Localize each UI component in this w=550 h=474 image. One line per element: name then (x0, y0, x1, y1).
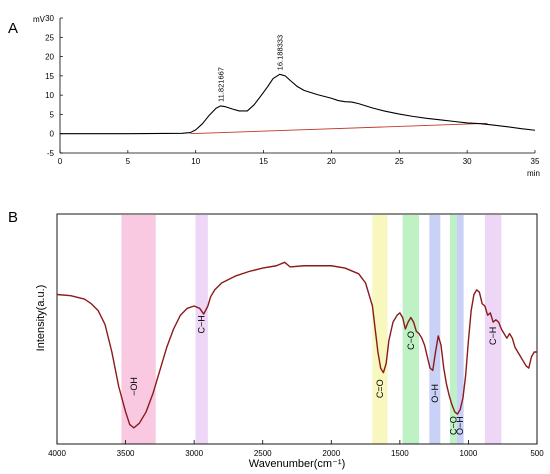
panel-b-xlabel: Wavenumber(cm⁻¹) (249, 458, 345, 470)
panel-a-annotations: 11.821667 16.188333 (216, 35, 284, 102)
panel-a-chromatogram-line (60, 73, 536, 135)
panel-a-y-tick-label: 10 (45, 91, 54, 100)
panel-b-plot-frame (56, 213, 538, 445)
panel-a-y-tick-label: 30 (45, 14, 54, 23)
panel-b-band (429, 215, 441, 444)
panel-a-x-tick-label: 30 (463, 157, 472, 166)
panel-b: B 4000 3500 3000 2500 2000 1500 1000 500 −OH C−H… (8, 209, 544, 470)
panel-b-x-tick-label: 3500 (117, 449, 135, 458)
panel-b-band-label: C−H (488, 327, 498, 345)
panel-b-band-label: O−H (430, 384, 440, 403)
panel-b-band-label: C−O (406, 331, 416, 350)
panel-b-x-tick-label: 2500 (254, 449, 272, 458)
panel-a-y-tick-label: 20 (45, 53, 54, 62)
panel-a-x-tick-label: 0 (58, 157, 63, 166)
panel-b-ylabel: Intensity(a.u.) (35, 285, 47, 352)
panel-b-axes: 4000 3500 3000 2500 2000 1500 1000 500 (48, 213, 544, 458)
panel-b-band (449, 215, 457, 444)
panel-a-label: A (8, 20, 18, 37)
panel-a-x-tick-label: 15 (259, 157, 268, 166)
panel-a-y-tick-label: -5 (47, 149, 55, 158)
panel-b-band (456, 215, 464, 444)
panel-a-x-tick-label: 25 (395, 157, 404, 166)
panel-a-x-tick-label: 20 (327, 157, 336, 166)
panel-b-spectrum-series (56, 261, 537, 429)
panel-b-band-label: C=O (375, 379, 385, 398)
panel-a-x-tick-label: 5 (126, 157, 131, 166)
panel-b-band (402, 215, 420, 444)
panel-a-y-tick-label: 5 (50, 110, 55, 119)
panel-a-x-tick-label: 10 (191, 157, 200, 166)
panel-b-band-label: −OH (129, 377, 139, 396)
panel-b-label: B (8, 209, 18, 226)
panel-b-band (484, 215, 502, 444)
panel-b-band (372, 215, 388, 444)
panel-a-baseline-series (190, 122, 488, 135)
panel-a-y-tick-label: 15 (45, 72, 54, 81)
panel-b-x-tick-label: 500 (530, 449, 544, 458)
panel-b-x-tick-label: 1000 (460, 449, 478, 458)
panel-b-x-tick-label: 1500 (391, 449, 409, 458)
panel-a-xlabel: min (527, 169, 540, 178)
panel-a-y-tick-label: 0 (50, 130, 55, 139)
panel-b-band-labels: −OHC−HC=OC−OO−HC−OO−HC−H (129, 315, 498, 435)
panel-b-band-label: C−O (448, 416, 458, 435)
panel-b-x-tick-label: 2000 (322, 449, 340, 458)
panel-a-y-tick-label: 25 (45, 33, 54, 42)
panel-a-ylabel: mV (33, 15, 46, 24)
panel-a-chromatogram-series (60, 73, 536, 135)
panel-b-band (195, 215, 208, 444)
panel-b-bands (121, 215, 502, 444)
panel-a-baseline-line (190, 122, 488, 135)
panel-b-x-tick-label: 3000 (185, 449, 203, 458)
panel-b-spectrum-line (56, 261, 537, 429)
panel-b-x-tick-label: 4000 (48, 449, 66, 458)
panel-a-x-tick-label: 35 (531, 157, 540, 166)
panel-a-peak-label: 16.188333 (276, 35, 285, 70)
panel-b-band-label: O−H (455, 416, 465, 435)
panel-a-peak-label: 11.821667 (216, 67, 225, 102)
panel-b-band (121, 215, 156, 444)
panel-b-band-label: C−H (197, 315, 207, 333)
